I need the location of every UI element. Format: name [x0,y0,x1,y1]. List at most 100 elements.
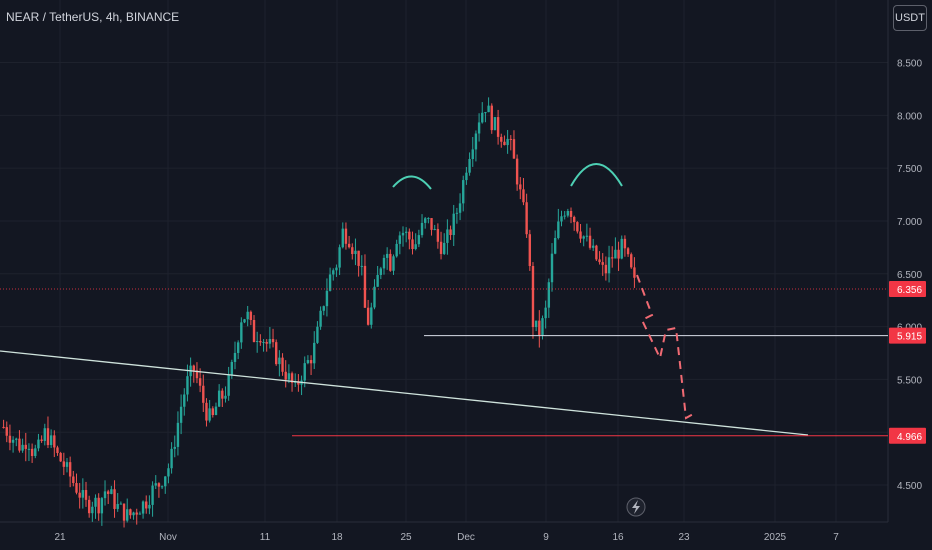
candle-body [262,341,265,343]
currency-button[interactable]: USDT [893,5,927,31]
candle-body [607,257,611,274]
candle-body [341,228,344,248]
candle-body [423,218,427,223]
candle-body [579,231,582,239]
y-tick-label: 7.000 [897,217,922,228]
candle-body [78,492,81,498]
candle-body [243,319,246,323]
candle-body [588,235,592,248]
candle-body [2,426,5,428]
candle-body [395,243,398,257]
candle-body [268,339,272,344]
candle-body [604,264,608,274]
candle-body [303,363,306,381]
candle-body [417,235,421,245]
candle-body [249,311,253,320]
left-shoulder-arc [392,175,432,190]
candle-body [585,235,589,237]
candle-body [170,448,173,469]
candle-body [284,371,287,380]
projection-path [636,274,698,420]
candle-body [278,357,281,365]
candle-body [309,360,313,364]
candle-body [538,320,541,336]
candle-body [357,250,360,266]
candle-body [224,395,227,399]
candle-body [468,159,471,173]
candle-body [316,326,319,343]
candle-body [103,491,107,499]
candle-body [373,286,376,308]
candle-body [351,247,354,255]
candle-body [471,149,474,160]
candle-body [354,250,357,255]
candle-body [297,381,300,385]
candle-body [325,290,329,307]
candle-body [550,253,554,283]
candle-body [233,352,237,362]
candle-body [487,105,490,113]
candle-body [436,228,440,242]
candle-body [59,453,62,462]
candle-body [202,385,205,403]
candle-body [563,215,566,217]
candle-body [569,211,573,217]
candle-body [91,506,94,514]
y-tick-label: 8.500 [897,59,922,70]
x-tick-label: Dec [457,532,475,543]
candle-body [576,222,579,232]
candle-body [623,238,627,249]
candle-body [179,406,183,423]
candle-body [477,122,481,134]
y-tick-label: 6.500 [897,270,922,281]
candle-body [192,365,195,371]
candle-body [547,282,551,308]
candle-body [401,232,405,236]
candle-body [173,446,176,449]
candle-body [376,274,379,287]
candle-body [230,361,234,375]
candle-body [56,447,59,454]
candle-body [626,248,630,255]
candle-body [81,490,85,498]
candle-body [160,486,164,488]
candle-body [100,498,104,514]
candle-body [275,342,278,365]
candle-body [122,503,126,521]
y-tick-label: 4.500 [897,481,922,492]
right-shoulder-arc [570,163,623,187]
candle-body [135,512,138,515]
candle-body [65,462,69,467]
candle-body [328,274,332,291]
candle-body [490,105,493,131]
candle-body [430,218,433,230]
candle-body [534,320,538,328]
price-level-box [889,427,926,444]
candle-body [525,202,528,235]
candle-body [214,406,218,416]
candle-body [522,189,525,203]
candle-body [531,266,535,328]
candle-body [62,461,66,467]
candle-body [87,499,91,514]
candle-body [360,265,363,267]
candle-body [509,138,512,140]
candle-body [97,497,100,514]
candle-body [252,319,256,342]
candle-body [366,307,370,325]
candle-body [75,482,78,493]
candle-body [443,242,446,254]
candle-body [37,439,40,449]
candle-body [592,245,595,248]
candle-body [439,241,443,254]
candle-body [496,117,500,137]
candle-body [195,370,199,379]
candle-body [132,512,135,516]
candle-body [506,138,509,146]
candle-body [560,216,563,222]
candle-body [221,390,224,399]
candle-body [392,256,395,271]
candle-body [113,489,116,509]
candle-body [246,311,249,320]
